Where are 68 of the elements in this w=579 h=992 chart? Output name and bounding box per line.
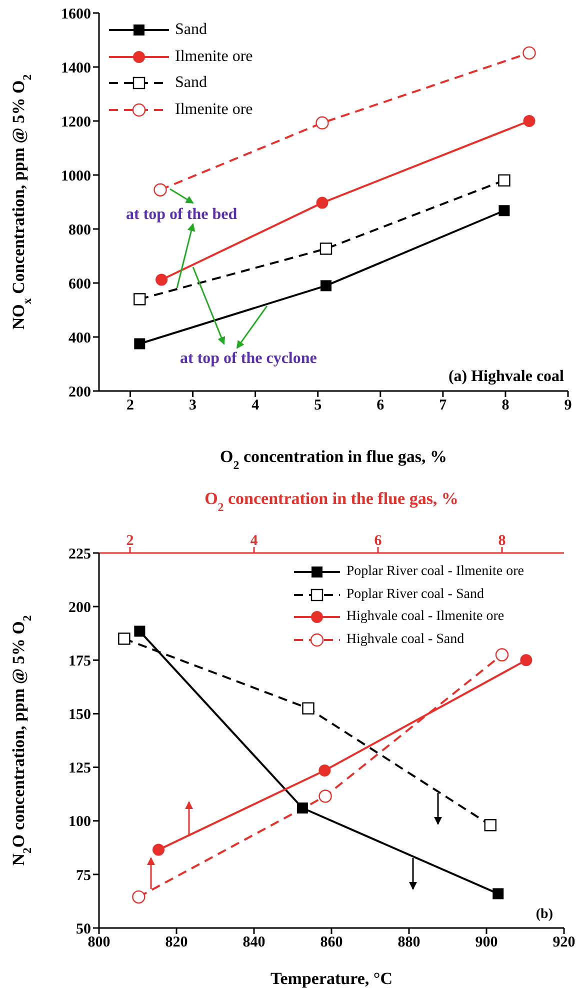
x-tick-label: 840	[242, 934, 266, 951]
point	[492, 888, 504, 900]
x-tick-label: 9	[564, 398, 572, 414]
y-tick-label: 800	[68, 222, 91, 238]
x2-tick-label: 8	[498, 533, 506, 549]
y-tick-label: 600	[68, 276, 91, 292]
y-tick-label: 225	[68, 546, 91, 562]
point	[134, 338, 146, 350]
x2-tick-label: 4	[250, 533, 258, 549]
y-tick-label: 400	[68, 330, 91, 346]
x-tick-label: 5	[314, 398, 322, 414]
legend-label: Poplar River coal - Sand	[346, 586, 484, 603]
point	[302, 702, 314, 714]
point	[118, 632, 130, 645]
point	[316, 116, 329, 130]
x-tick-label: 800	[88, 934, 110, 951]
annotation: at top of the bed	[126, 206, 238, 223]
point	[498, 205, 510, 216]
y-tick-label: 200	[68, 384, 91, 400]
y-tick-label: 1200	[61, 114, 91, 130]
x-tick-label: 7	[439, 398, 448, 414]
point	[320, 280, 332, 292]
x-tick-label: 820	[165, 934, 188, 951]
y-tick-label: 1000	[61, 168, 91, 184]
legend-label: Ilmenite ore	[175, 48, 253, 66]
x-axis-title: O$_{2}$ concentration in flue gas, %	[220, 447, 447, 472]
annotation: at top of the cyclone	[180, 350, 317, 367]
point	[522, 46, 536, 60]
point	[296, 802, 308, 814]
legend-label: Poplar River coal - Ilmenite ore	[346, 564, 524, 580]
y-tick-label: 1400	[61, 60, 91, 76]
y-tick-label: 150	[68, 707, 91, 724]
y-tick-label: 100	[68, 814, 91, 830]
x-tick-label: 6	[376, 398, 385, 414]
point	[320, 242, 332, 255]
y-tick-label: 200	[68, 600, 91, 616]
x-tick-label: 860	[320, 934, 343, 951]
x-tick-label: 900	[475, 934, 498, 951]
annotation: (b)	[536, 907, 554, 922]
legend-label: Ilmenite ore	[175, 100, 253, 119]
point	[484, 819, 496, 832]
point	[134, 626, 146, 637]
legend-label: Highvale coal - Ilmenite ore	[346, 609, 504, 626]
x2-tick-label: 2	[126, 533, 134, 549]
annotation: (a) Highvale coal	[448, 368, 565, 385]
x2-tick-label: 6	[374, 533, 382, 549]
x-tick-label: 3	[189, 398, 197, 414]
x-tick-label: 4	[252, 398, 260, 414]
point	[156, 274, 168, 286]
y-tick-label: 1600	[61, 6, 91, 22]
point	[316, 196, 328, 209]
point	[134, 293, 146, 306]
legend-label: Sand	[175, 74, 207, 92]
point	[498, 174, 510, 186]
point	[154, 183, 167, 196]
x-tick-label: 920	[552, 934, 576, 951]
y-tick-label: 50	[76, 921, 91, 938]
legend-label: Highvale coal - Sand	[346, 632, 464, 648]
x-tick-label: 880	[398, 934, 420, 951]
point	[523, 115, 536, 127]
x-tick-label: 2	[126, 398, 134, 414]
y-tick-label: 175	[68, 653, 91, 670]
x-tick-label: 8	[502, 398, 510, 414]
y-tick-label: 75	[76, 868, 91, 884]
x-axis-title: Temperature, °C	[270, 969, 393, 988]
x2-axis-title: O$_{2}$ concentration in the flue gas, %	[204, 489, 458, 514]
legend-label: Sand	[175, 21, 207, 40]
y-tick-label: 125	[68, 760, 91, 777]
